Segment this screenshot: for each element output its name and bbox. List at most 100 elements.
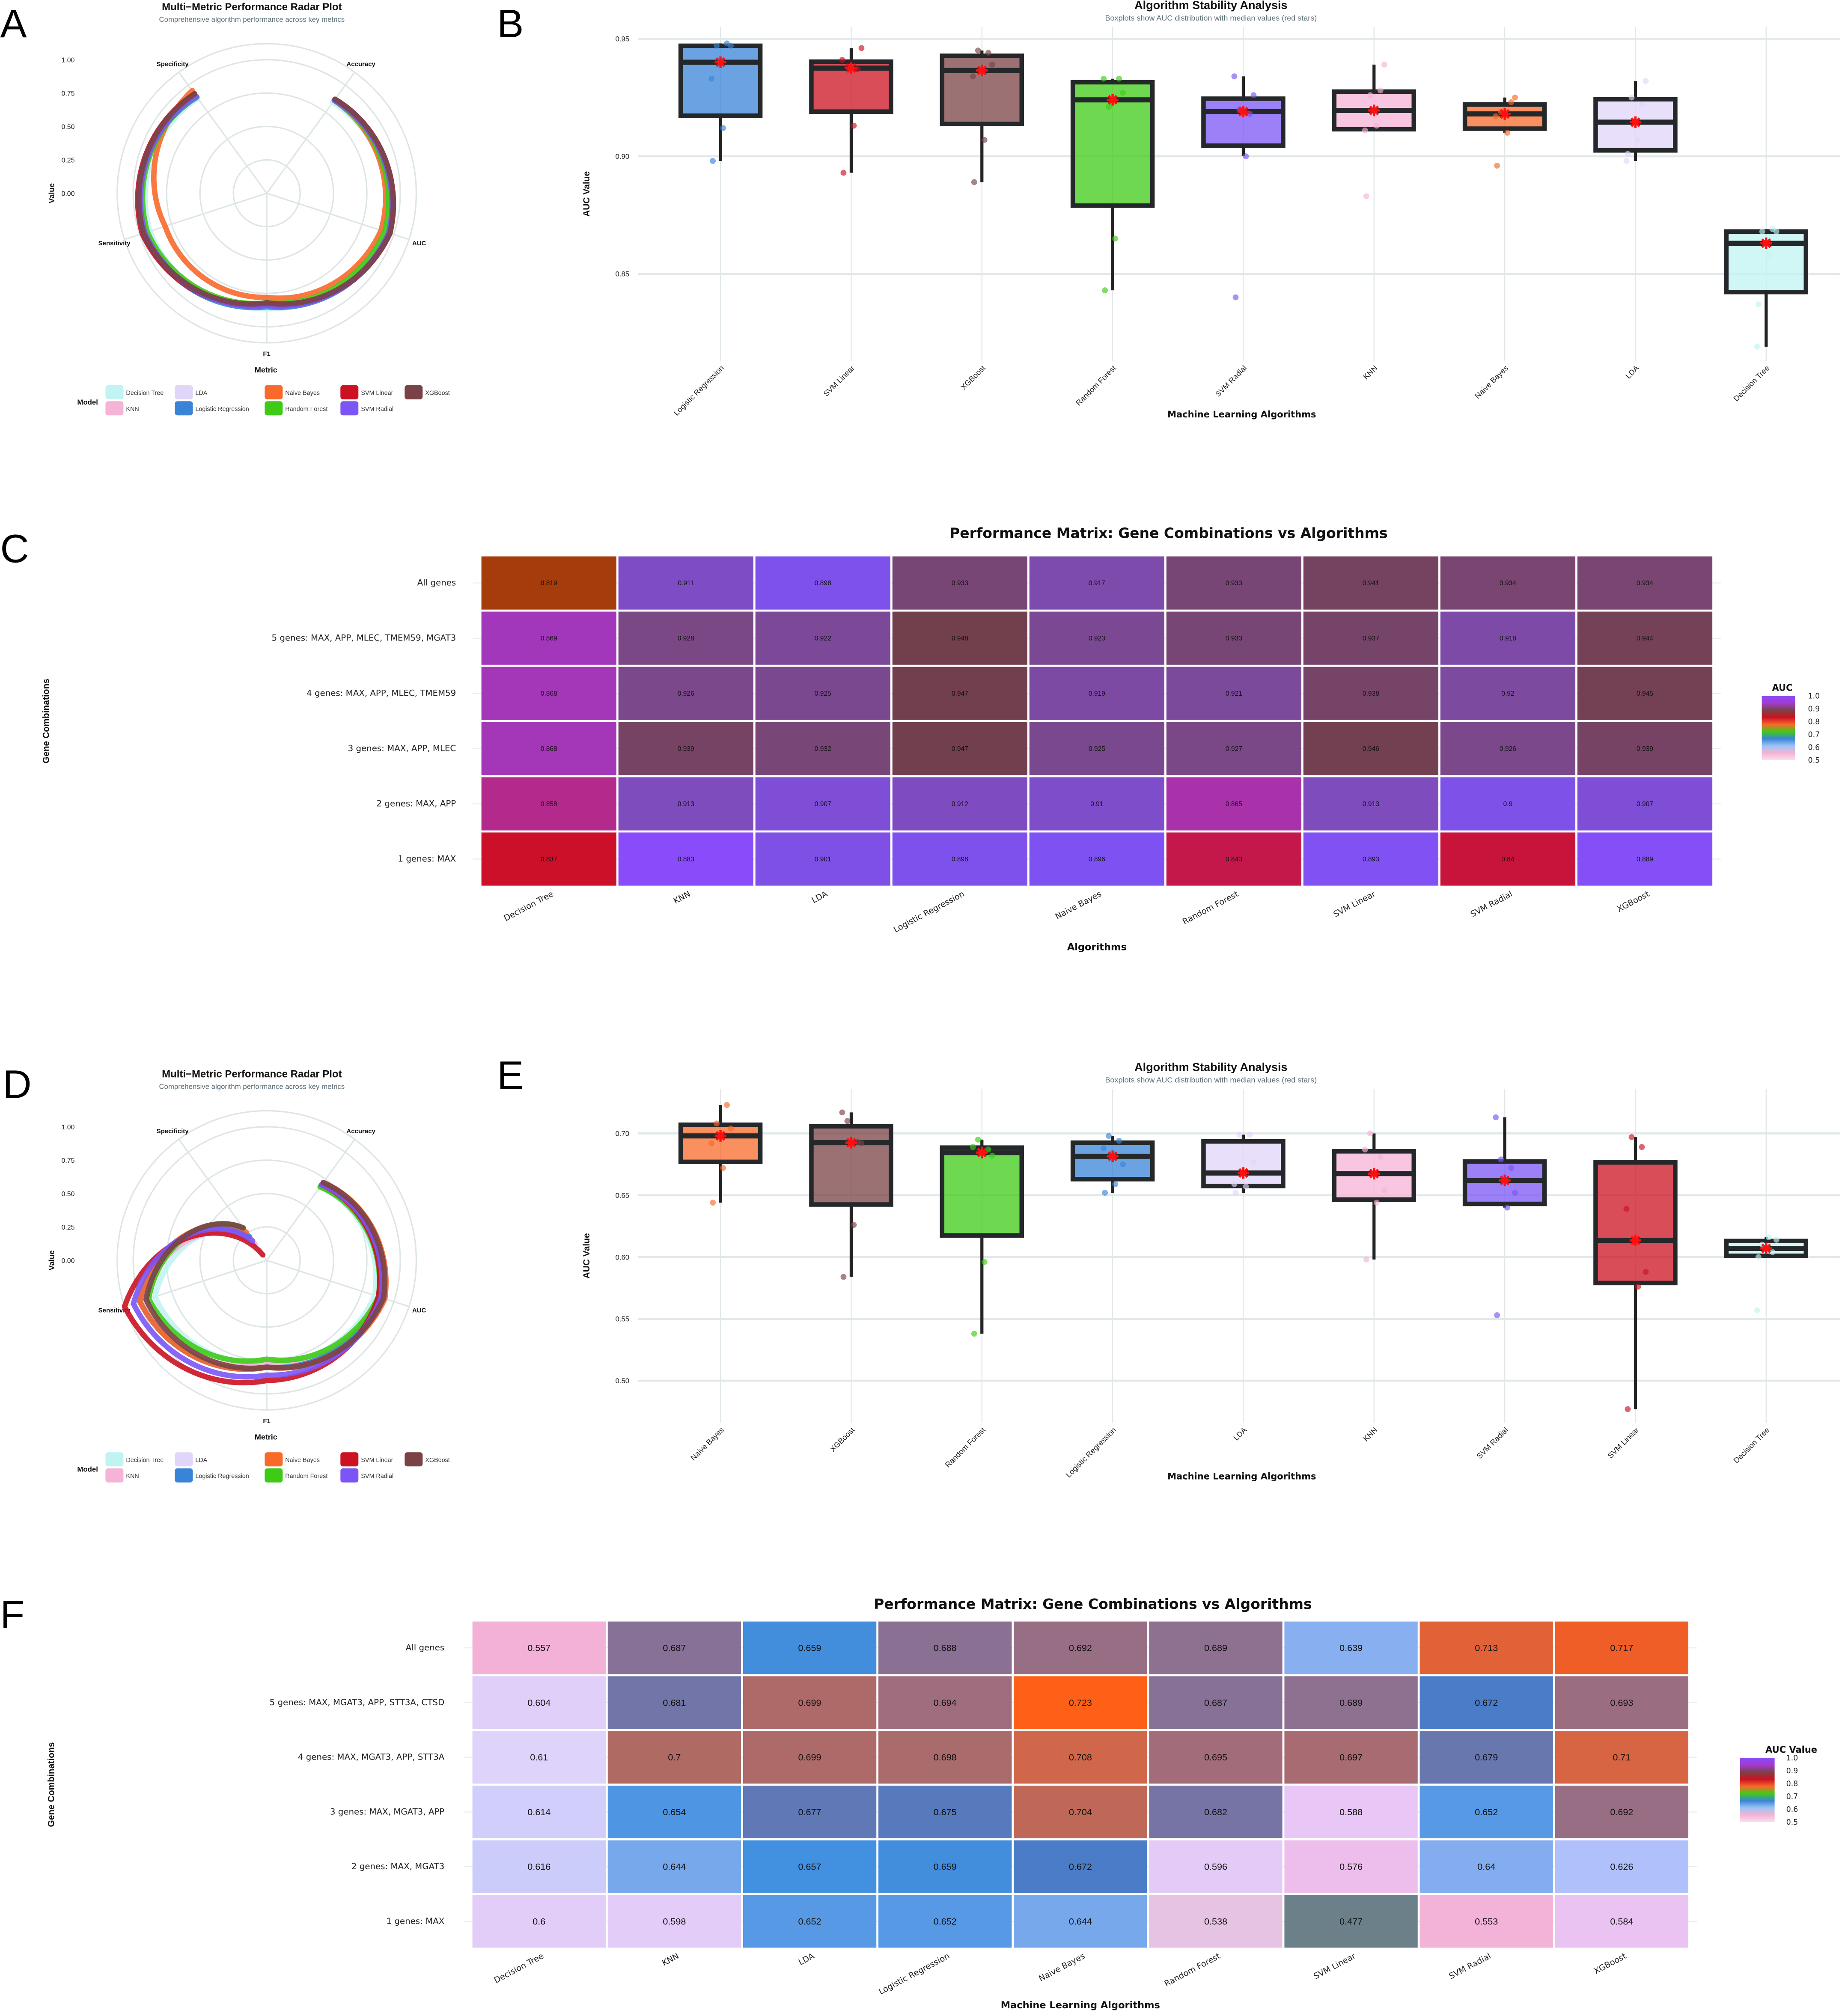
data-point [1112, 1181, 1119, 1187]
cell-fill [743, 1731, 877, 1784]
data-point [1377, 87, 1384, 94]
legend-metric-title: Metric [255, 366, 277, 374]
median-star [1629, 116, 1641, 128]
data-point [970, 1144, 976, 1150]
legend-item: LDA [175, 385, 208, 399]
row-label: 3 genes: MAX, APP, MLEC [348, 744, 456, 753]
data-point [1759, 228, 1765, 235]
cell-value: 0.922 [815, 635, 831, 642]
heatmap-cell: 0.934 [1440, 556, 1576, 610]
cell-value: 0.604 [527, 1697, 551, 1708]
data-point [1116, 75, 1122, 82]
legend-swatch [265, 385, 283, 399]
heatmap-cell: 0.694 [878, 1676, 1012, 1729]
legend-item: SVM Linear [340, 385, 393, 399]
cell-fill [481, 777, 616, 831]
cell-fill [1166, 832, 1302, 886]
heatmap-cell: 0.933 [1166, 556, 1302, 610]
cell-fill [1149, 1731, 1283, 1784]
cell-fill [1303, 611, 1439, 665]
data-point [710, 158, 716, 164]
cell-value: 0.576 [1339, 1861, 1363, 1872]
cell-fill [618, 611, 753, 665]
row-label: 4 genes: MAX, MGAT3, APP, STT3A [298, 1752, 445, 1762]
cell-value: 0.704 [1069, 1807, 1092, 1817]
cell-value: 0.919 [1089, 690, 1105, 697]
legend-label: Naive Bayes [285, 1457, 320, 1464]
cell-value: 0.865 [1226, 801, 1242, 808]
cell-value: 0.688 [934, 1643, 957, 1653]
cell-value: 0.933 [1226, 635, 1242, 642]
cell-value: 0.91 [1090, 801, 1103, 808]
data-point [1250, 92, 1257, 98]
legend-swatch [265, 1452, 283, 1467]
heatmap-cell: 0.689 [1149, 1621, 1283, 1674]
heatmap-cell: 0.883 [618, 832, 753, 886]
legend-label: KNN [126, 1473, 139, 1480]
cell-value: 0.682 [1204, 1807, 1227, 1817]
median-star [1629, 1234, 1641, 1246]
cell-value: 0.9 [1503, 801, 1513, 808]
chart-subtitle: Boxplots show AUC distribution with medi… [1105, 1075, 1317, 1084]
data-point [1628, 1134, 1635, 1141]
data-point [975, 1136, 981, 1143]
legend-label: 0.8 [1786, 1780, 1798, 1788]
legend-label: Decision Tree [126, 390, 164, 396]
data-point [1635, 1283, 1641, 1290]
heatmap-cell: 0.917 [1029, 556, 1164, 610]
cell-value: 0.538 [1204, 1916, 1227, 1927]
legend-swatch [340, 1452, 359, 1467]
heatmap-cell: 0.644 [607, 1840, 741, 1893]
heatmap-cell: 0.538 [1149, 1895, 1283, 1948]
data-point [1508, 1165, 1515, 1171]
data-point [1754, 343, 1760, 350]
cell-fill [1014, 1895, 1147, 1948]
legend-item: Decision Tree [105, 385, 164, 399]
star-ray [715, 1131, 726, 1141]
median-star [714, 56, 726, 68]
legend-item: KNN [105, 1468, 139, 1483]
data-point [724, 1102, 730, 1108]
cell-value: 0.923 [1089, 635, 1105, 642]
panel-label-b: B [497, 1, 524, 46]
median-star [845, 1137, 857, 1149]
legend-swatch [405, 1452, 423, 1467]
metric-label: Accuracy [346, 1128, 375, 1135]
data-point [1755, 1254, 1762, 1260]
cell-fill [472, 1676, 606, 1729]
metric-label: F1 [263, 351, 271, 358]
legend-swatch [175, 385, 193, 399]
cell-fill [472, 1621, 606, 1674]
legend-label: 1.0 [1786, 1754, 1798, 1763]
heatmap-cell: 0.922 [755, 611, 890, 665]
data-point [975, 48, 981, 54]
legend-swatch [340, 1468, 359, 1483]
cell-value: 0.7 [668, 1752, 681, 1763]
box-knn [1332, 61, 1417, 200]
panel-label-a: A [0, 1, 27, 46]
legend-swatch [175, 401, 193, 416]
y-tick-label: 0.55 [615, 1315, 629, 1323]
data-point [1493, 113, 1499, 119]
cell-fill [1555, 1621, 1689, 1674]
panel-label-c: C [0, 527, 29, 571]
median-star [1237, 106, 1249, 118]
heatmap-cell: 0.843 [1166, 832, 1302, 886]
heatmap-cell: 0.898 [892, 832, 1027, 886]
cell-value: 0.918 [1500, 635, 1516, 642]
box-decision-tree [1724, 226, 1809, 350]
box-naive-bayes [678, 1102, 763, 1206]
heatmap-cell: 0.477 [1284, 1895, 1418, 1948]
data-point [1120, 89, 1126, 96]
legend-swatch [105, 1468, 124, 1483]
data-point [1773, 228, 1780, 235]
legend-label: Logistic Regression [195, 406, 249, 413]
cell-fill [1303, 722, 1439, 775]
star-ray [1630, 117, 1640, 127]
cell-fill [878, 1895, 1012, 1948]
data-point [1101, 75, 1107, 82]
cell-value: 0.947 [952, 690, 968, 697]
cell-value: 0.698 [934, 1752, 957, 1763]
heatmap-cell: 0.865 [1166, 777, 1302, 831]
cell-fill [743, 1840, 877, 1893]
